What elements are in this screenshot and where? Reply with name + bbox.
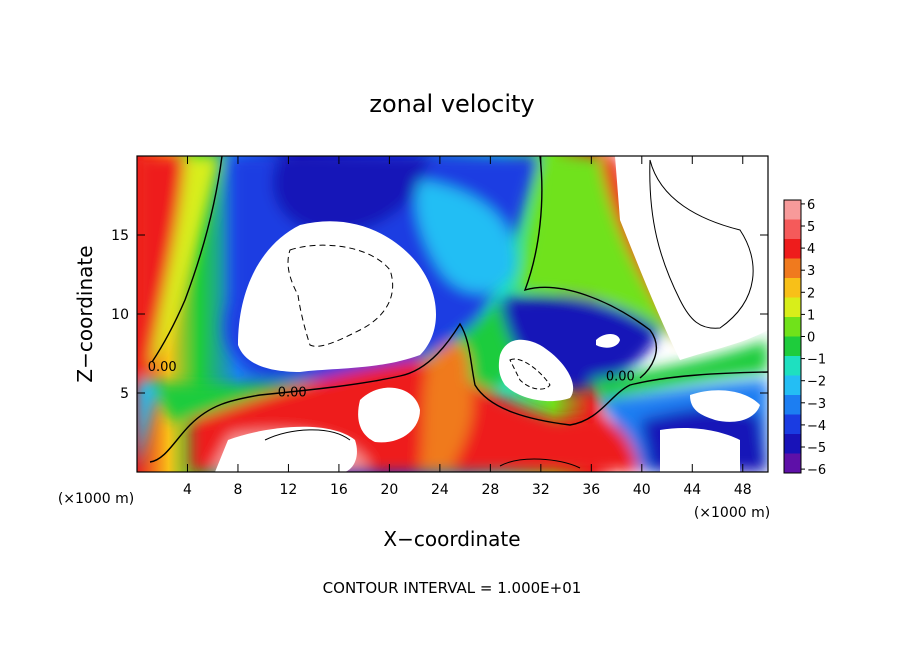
white-region-small bbox=[596, 334, 620, 348]
x-unit-right: (×1000 m) bbox=[694, 505, 770, 521]
colorbar-swatch bbox=[784, 414, 801, 435]
colorbar-swatch bbox=[784, 356, 801, 376]
y-tick-label: 5 bbox=[120, 386, 129, 402]
white-region-mid bbox=[498, 339, 574, 402]
x-tick-label: 36 bbox=[582, 482, 600, 498]
colorbar-label: −1 bbox=[807, 353, 826, 368]
colorbar-swatch bbox=[784, 258, 801, 279]
contour-lines bbox=[149, 156, 768, 469]
colorbar-swatch bbox=[784, 219, 801, 240]
colorbar-swatch bbox=[784, 297, 801, 318]
x-tick-label: 16 bbox=[330, 482, 348, 498]
colorbar-label: −4 bbox=[807, 419, 826, 434]
y-axis-label: Z−coordinate bbox=[73, 245, 97, 382]
x-tick-label: 44 bbox=[683, 482, 701, 498]
x-tick-label: 20 bbox=[380, 482, 398, 498]
y-axis: 5 10 15 bbox=[111, 228, 768, 402]
colorbar-swatch bbox=[784, 453, 801, 474]
y-tick-label: 15 bbox=[111, 228, 129, 244]
x-unit-left: (×1000 m) bbox=[58, 491, 134, 507]
x-tick-label: 32 bbox=[532, 482, 550, 498]
colorbar-swatch bbox=[784, 375, 801, 396]
contour-interval-note: CONTOUR INTERVAL = 1.000E+01 bbox=[323, 579, 582, 597]
white-region-right bbox=[615, 156, 768, 360]
colorbar-label: −3 bbox=[807, 397, 826, 412]
heatmap-field bbox=[137, 156, 768, 472]
colorbar-label: 6 bbox=[807, 198, 815, 213]
contour-labels: 0.00 0.00 0.00 bbox=[148, 360, 635, 400]
x-tick-label: 8 bbox=[233, 482, 242, 498]
colorbar-label: 2 bbox=[807, 286, 815, 301]
colorbar-label: 3 bbox=[807, 264, 815, 279]
colorbar-label: 0 bbox=[807, 331, 815, 346]
chart-title: zonal velocity bbox=[369, 90, 534, 118]
contour-label: 0.00 bbox=[278, 385, 307, 400]
x-tick-label: 4 bbox=[183, 482, 192, 498]
colorbar-label: −5 bbox=[807, 441, 826, 456]
colorbar: 6 5 4 3 2 1 0 −1 −2 −3 −4 −5 −6 bbox=[783, 198, 826, 478]
white-region-bottom bbox=[358, 387, 420, 443]
x-axis: 4 8 12 16 20 24 28 32 36 40 44 48 bbox=[183, 156, 752, 498]
colorbar-swatch bbox=[784, 336, 801, 357]
colorbar-label: 5 bbox=[807, 220, 815, 235]
x-tick-label: 24 bbox=[431, 482, 449, 498]
x-tick-label: 40 bbox=[633, 482, 651, 498]
colorbar-label: 4 bbox=[807, 242, 815, 257]
colorbar-label: −2 bbox=[807, 375, 826, 390]
colorbar-swatch bbox=[784, 278, 801, 298]
colorbar-swatch bbox=[784, 200, 801, 220]
x-tick-label: 48 bbox=[734, 482, 752, 498]
y-tick-label: 10 bbox=[111, 307, 129, 323]
contour-label: 0.00 bbox=[148, 360, 177, 375]
white-region-upper-left bbox=[238, 221, 437, 372]
contour-label: 0.00 bbox=[606, 370, 635, 385]
colorbar-swatch bbox=[784, 434, 801, 454]
colorbar-label: −6 bbox=[807, 463, 826, 478]
colorbar-label: 1 bbox=[807, 308, 815, 323]
x-tick-label: 12 bbox=[280, 482, 298, 498]
x-axis-label: X−coordinate bbox=[383, 527, 520, 551]
colorbar-swatch bbox=[784, 239, 801, 259]
colorbar-swatch bbox=[784, 317, 801, 337]
colorbar-swatch bbox=[784, 395, 801, 415]
x-tick-label: 28 bbox=[481, 482, 499, 498]
